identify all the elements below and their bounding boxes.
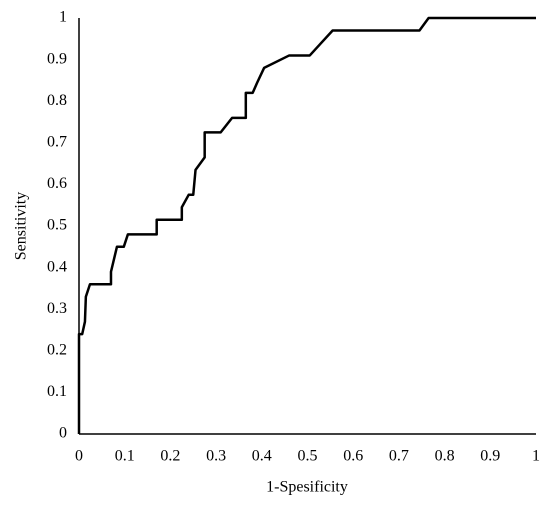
x-tick-label: 0.4 — [252, 448, 272, 465]
x-tick-label: 0.6 — [343, 448, 363, 465]
x-tick-label: 0 — [75, 448, 83, 465]
x-tick-label: 0.2 — [160, 448, 180, 465]
x-tick-label: 0.3 — [206, 448, 226, 465]
x-tick-label: 0.5 — [298, 448, 318, 465]
y-tick-label: 0.3 — [47, 300, 67, 317]
y-tick-label: 0 — [59, 425, 67, 442]
y-tick-label: 0.4 — [47, 258, 67, 275]
y-tick-label: 0.6 — [47, 175, 67, 192]
x-tick-label: 0.1 — [115, 448, 135, 465]
y-tick-label: 1 — [59, 9, 67, 26]
y-tick-label: 0.7 — [47, 133, 67, 150]
y-tick-label: 0.5 — [47, 217, 67, 234]
x-tick-label: 0.8 — [435, 448, 455, 465]
y-tick-label: 0.1 — [47, 383, 67, 400]
y-tick-label: 0.8 — [47, 92, 67, 109]
x-axis-title: 1-Spesificity — [266, 479, 348, 496]
y-axis-title: Sensitivity — [13, 192, 30, 260]
y-tick-label: 0.9 — [47, 50, 67, 67]
x-tick-label: 1 — [532, 448, 540, 465]
roc-line — [77, 16, 536, 434]
x-tick-label: 0.9 — [480, 448, 500, 465]
y-tick-label: 0.2 — [47, 341, 67, 358]
x-tick-label: 0.7 — [389, 448, 409, 465]
